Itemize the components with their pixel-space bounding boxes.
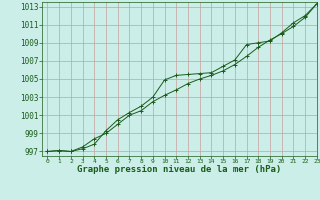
X-axis label: Graphe pression niveau de la mer (hPa): Graphe pression niveau de la mer (hPa) <box>77 165 281 174</box>
